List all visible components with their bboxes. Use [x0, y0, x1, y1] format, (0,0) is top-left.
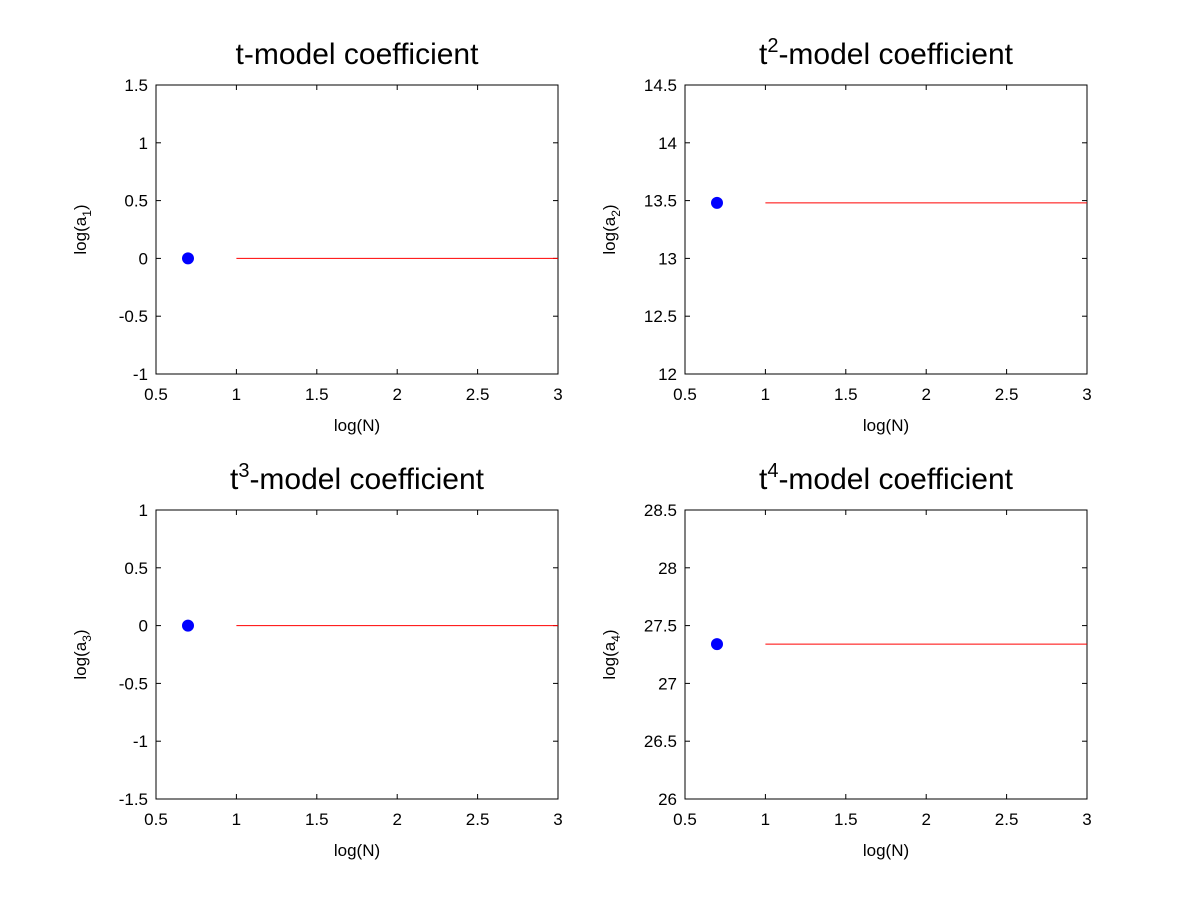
y-axis-label: log(a3) — [71, 629, 94, 679]
chart-title: t2-model coefficient — [759, 35, 1014, 71]
y-tick-label: 28.5 — [644, 501, 677, 520]
x-tick-label: 0.5 — [144, 385, 168, 404]
chart-title-rest: -model coefficient — [249, 463, 484, 496]
x-tick-label: 3 — [1082, 810, 1091, 829]
plot-area — [155, 84, 559, 375]
chart-title-sup: 2 — [767, 35, 778, 57]
y-tick-label: 14 — [658, 134, 677, 153]
x-tick-label: 0.5 — [673, 810, 697, 829]
x-tick-label: 1.5 — [305, 385, 329, 404]
x-tick-label: 0.5 — [144, 810, 168, 829]
x-axis-label: log(N) — [334, 841, 380, 860]
chart-title: t4-model coefficient — [759, 460, 1014, 496]
y-tick-label: 27 — [658, 674, 677, 693]
chart-title-base: t — [759, 38, 768, 71]
x-tick-label: 1.5 — [834, 810, 858, 829]
data-point — [710, 638, 723, 651]
y-tick-label: 28 — [658, 559, 677, 578]
y-tick-label: 13 — [658, 249, 677, 268]
x-tick-label: 0.5 — [673, 385, 697, 404]
x-tick-label: 1.5 — [834, 385, 858, 404]
x-axis-label: log(N) — [863, 416, 909, 435]
x-tick-label: 2.5 — [995, 385, 1019, 404]
data-point — [181, 619, 194, 632]
y-axis-label-sub: 1 — [80, 210, 94, 217]
x-tick-label: 2.5 — [466, 385, 490, 404]
y-axis-label: log(a4) — [600, 629, 623, 679]
y-tick-label: 26 — [658, 790, 677, 809]
x-tick-label: 1 — [761, 385, 770, 404]
y-axis-label: log(a2) — [600, 204, 623, 254]
y-tick-label: 0.5 — [124, 559, 148, 578]
y-tick-label: 12 — [658, 365, 677, 384]
y-tick-label: -1.5 — [119, 790, 148, 809]
chart-title-rest: -model coefficient — [778, 463, 1013, 496]
x-axis-label: log(N) — [863, 841, 909, 860]
chart-title-base: t — [236, 38, 245, 71]
y-axis-label-sub: 4 — [609, 635, 623, 642]
y-axis-label-sub: 3 — [80, 635, 94, 642]
y-axis-label-pre: log(a — [71, 641, 90, 679]
y-axis-label-post: ) — [600, 629, 619, 635]
plot-area — [155, 509, 559, 800]
y-tick-label: -1 — [133, 365, 148, 384]
y-tick-label: 1.5 — [124, 76, 148, 95]
y-axis-label-pre: log(a — [71, 216, 90, 254]
y-tick-label: -1 — [133, 732, 148, 751]
y-tick-label: 27.5 — [644, 617, 677, 636]
y-tick-label: 0 — [139, 249, 148, 268]
x-tick-label: 2 — [921, 810, 930, 829]
x-tick-label: 3 — [553, 810, 562, 829]
x-tick-label: 2.5 — [995, 810, 1019, 829]
chart-title: t-model coefficient — [236, 38, 480, 71]
y-tick-label: 1 — [139, 134, 148, 153]
y-tick-label: 14.5 — [644, 76, 677, 95]
x-tick-label: 2 — [392, 810, 401, 829]
y-axis-label-post: ) — [71, 204, 90, 210]
y-tick-label: 1 — [139, 501, 148, 520]
y-axis-label-post: ) — [600, 204, 619, 210]
chart-title-base: t — [230, 463, 239, 496]
chart-title: t3-model coefficient — [230, 460, 485, 496]
x-tick-label: 3 — [553, 385, 562, 404]
y-tick-label: 12.5 — [644, 307, 677, 326]
chart-title-base: t — [759, 463, 768, 496]
x-tick-label: 1 — [232, 385, 241, 404]
data-point — [181, 252, 194, 265]
y-axis-label-pre: log(a — [600, 641, 619, 679]
y-tick-label: 13.5 — [644, 192, 677, 211]
y-tick-label: 0 — [139, 617, 148, 636]
chart-title-rest: -model coefficient — [778, 38, 1013, 71]
y-axis-label: log(a1) — [71, 204, 94, 254]
chart-panel-1: 0.5 1 1.5 2 2.5 3 -1 -0.5 0 0.5 1 1.5 t-model coeffi… — [71, 38, 563, 435]
x-tick-label: 1.5 — [305, 810, 329, 829]
y-axis-label-sub: 2 — [609, 210, 623, 217]
x-tick-label: 3 — [1082, 385, 1091, 404]
plot-area — [684, 509, 1088, 800]
x-axis-label: log(N) — [334, 416, 380, 435]
y-tick-label: 0.5 — [124, 192, 148, 211]
y-axis-label-pre: log(a — [600, 216, 619, 254]
data-point — [710, 196, 723, 209]
y-axis-label-post: ) — [71, 629, 90, 635]
plot-area — [684, 84, 1088, 375]
y-tick-label: -0.5 — [119, 674, 148, 693]
x-tick-label: 2 — [392, 385, 401, 404]
y-tick-label: 26.5 — [644, 732, 677, 751]
x-tick-label: 2 — [921, 385, 930, 404]
chart-title-rest: -model coefficient — [244, 38, 479, 71]
x-tick-label: 1 — [232, 810, 241, 829]
x-tick-label: 2.5 — [466, 810, 490, 829]
chart-title-sup: 4 — [767, 460, 778, 482]
x-tick-label: 1 — [761, 810, 770, 829]
chart-title-sup: 3 — [238, 460, 249, 482]
y-tick-label: -0.5 — [119, 307, 148, 326]
